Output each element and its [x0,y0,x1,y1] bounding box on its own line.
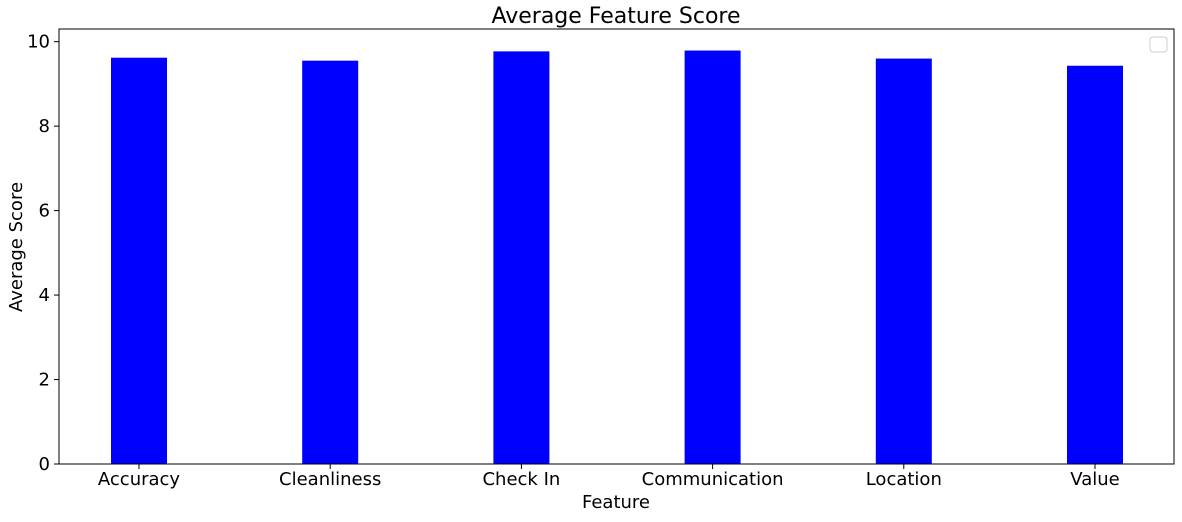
x-tick-label: Value [1070,469,1119,490]
x-tick-label: Accuracy [98,469,181,490]
y-axis-label: Average Score [6,182,27,312]
x-tick-label: Cleanliness [279,469,381,490]
x-tick-label: Communication [642,469,784,490]
y-axis-ticks: 0 2 4 6 8 10 [27,32,59,475]
chart-title: Average Feature Score [491,4,740,29]
x-axis-label: Feature [582,492,650,513]
y-tick-label: 4 [39,285,50,306]
y-tick-label: 2 [39,370,50,391]
x-axis-ticks: Accuracy Cleanliness Check In Communication… [98,464,1120,490]
plot-area-frame [58,28,1175,465]
x-tick-label: Location [866,469,942,490]
y-tick-label: 8 [39,116,50,137]
bar-cleanliness [302,60,359,465]
y-tick-label: 6 [39,201,50,222]
y-tick-label: 0 [39,454,50,475]
bar-value [1067,65,1123,464]
x-tick-label: Check In [482,469,560,490]
bar-communication [684,50,741,465]
bar-location [875,58,932,464]
bar-check-in [493,51,550,465]
bars-layer [111,50,1123,465]
bar-accuracy [111,57,167,464]
legend-box [1149,36,1168,53]
y-tick-label: 10 [27,32,50,53]
